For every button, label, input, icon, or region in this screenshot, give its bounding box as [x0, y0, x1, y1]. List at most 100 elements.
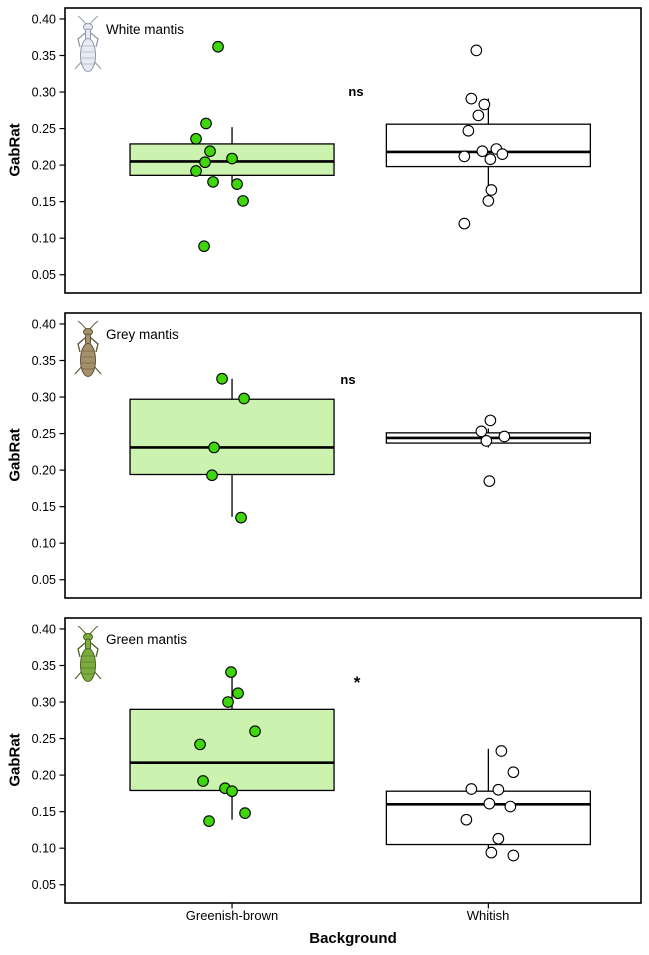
data-point: [485, 184, 498, 196]
data-point: [472, 109, 485, 122]
data-point: [239, 807, 251, 819]
data-point: [504, 800, 517, 813]
box: [129, 708, 335, 792]
y-tick-label: 0.25: [32, 732, 56, 746]
data-point: [492, 832, 505, 845]
data-point: [190, 132, 202, 145]
data-point: [206, 469, 218, 482]
y-tick-label: 0.30: [32, 695, 56, 709]
mantis-foreleg-icon: [90, 642, 99, 658]
data-point: [197, 775, 209, 787]
data-point: [482, 195, 495, 207]
data-point: [475, 425, 488, 438]
panel-label-green-mantis: Green mantis: [106, 632, 188, 647]
data-point: [190, 165, 202, 177]
mantis-foreleg-icon: [77, 32, 86, 48]
y-tick-label: 0.15: [32, 805, 56, 819]
panel-1: 0.05 0.10 0.15 0.20 0.25 0.30 0.35 0.40: [32, 7, 642, 294]
data-point: [204, 145, 216, 158]
data-point: [222, 696, 234, 708]
data-point: [495, 745, 508, 757]
data-point: [198, 240, 210, 253]
x-axis-title: Background: [309, 930, 397, 947]
mantis-icon: [74, 320, 102, 377]
data-point: [470, 44, 483, 57]
mantis-abdomen-icon: [80, 38, 96, 72]
data-point: [458, 217, 471, 230]
y-tick-label: 0.25: [32, 122, 56, 136]
data-point: [478, 98, 491, 111]
y-tick-label: 0.35: [32, 49, 56, 63]
significance-label-panel-1: ns: [348, 84, 364, 99]
y-tick-label: 0.15: [32, 195, 56, 209]
data-point: [507, 849, 520, 862]
data-point: [194, 738, 206, 751]
panel-label-white-mantis: White mantis: [106, 22, 185, 37]
box: [129, 398, 335, 476]
y-axis-title-panel-1: GabRat: [6, 123, 24, 177]
mantis-antenna-icon: [77, 625, 87, 635]
y-tick-label: 0.20: [32, 158, 56, 172]
data-point: [231, 178, 243, 190]
y-tick-label: 0.20: [32, 463, 56, 477]
data-point: [458, 150, 471, 163]
y-tick-label: 0.40: [32, 622, 56, 636]
data-point: [465, 92, 478, 105]
data-point: [460, 813, 473, 826]
data-point: [235, 511, 247, 524]
data-point: [237, 195, 249, 207]
data-point: [507, 766, 520, 779]
data-point: [484, 414, 497, 427]
x-tick-label-greenish-brown: Greenish-brown: [185, 908, 279, 923]
mantis-antenna-icon: [77, 320, 87, 330]
data-point: [216, 372, 228, 385]
y-tick-label: 0.10: [32, 841, 56, 855]
mantis-antenna-icon: [77, 15, 87, 25]
mantis-icon: [74, 625, 102, 682]
mantis-icon: [74, 15, 102, 72]
y-tick-label: 0.40: [32, 317, 56, 331]
data-point: [483, 797, 496, 810]
data-point: [199, 156, 211, 169]
y-tick-label: 0.20: [32, 768, 56, 782]
y-tick-label: 0.30: [32, 85, 56, 99]
panel-3: 0.05 0.10 0.15 0.20 0.25 0.30 0.35 0.40: [32, 617, 642, 904]
y-axis-title-panel-2: GabRat: [6, 428, 24, 482]
data-point: [226, 785, 238, 798]
y-tick-label: 0.10: [32, 231, 56, 245]
y-tick-label: 0.30: [32, 390, 56, 404]
mantis-antenna-icon: [89, 15, 99, 25]
y-tick-label: 0.35: [32, 659, 56, 673]
data-point: [462, 124, 475, 137]
mantis-abdomen-icon: [80, 343, 96, 377]
data-point: [465, 783, 478, 795]
data-point: [498, 430, 511, 443]
mantis-foreleg-icon: [90, 32, 99, 48]
data-point: [238, 392, 250, 405]
data-point: [249, 725, 261, 738]
y-tick-label: 0.05: [32, 268, 56, 282]
y-tick-label: 0.05: [32, 573, 56, 587]
data-point: [232, 687, 244, 700]
significance-label-panel-2: ns: [340, 372, 356, 387]
mantis-antenna-icon: [89, 320, 99, 330]
y-tick-label: 0.35: [32, 354, 56, 368]
mantis-foreleg-icon: [77, 337, 86, 353]
data-point: [485, 846, 498, 859]
mantis-foreleg-icon: [77, 642, 86, 658]
y-tick-label: 0.40: [32, 12, 56, 26]
data-point: [208, 441, 220, 454]
data-point: [225, 666, 237, 678]
x-tick-label-whitish: Whitish: [466, 908, 510, 923]
y-tick-label: 0.10: [32, 536, 56, 550]
data-point: [492, 783, 505, 796]
data-point: [203, 815, 215, 828]
data-point: [226, 152, 238, 165]
y-tick-label: 0.25: [32, 427, 56, 441]
data-point: [212, 40, 224, 53]
mantis-foreleg-icon: [90, 337, 99, 353]
y-tick-label: 0.05: [32, 878, 56, 892]
panel-2: 0.05 0.10 0.15 0.20 0.25 0.30 0.35 0.40: [32, 312, 642, 599]
